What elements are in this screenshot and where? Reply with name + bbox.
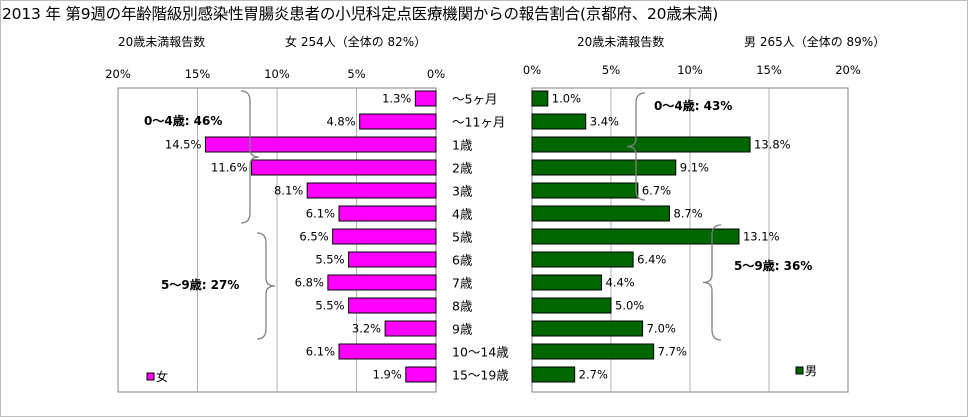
male-data-label: 3.4% xyxy=(590,115,619,129)
male-bar xyxy=(531,136,751,153)
female-x-tick-label: 5% xyxy=(347,67,365,81)
male-brace-0-4 xyxy=(626,92,646,201)
male-data-label: 13.8% xyxy=(754,138,791,152)
female-bar xyxy=(327,274,437,291)
male-x-tick-label: 20% xyxy=(835,63,861,77)
female-data-label: 8.1% xyxy=(274,184,303,198)
female-bar xyxy=(204,136,437,153)
female-legend-swatch xyxy=(146,372,155,381)
female-header-label: 20歳未満報告数 xyxy=(118,35,206,49)
female-brace-5-9 xyxy=(256,232,276,340)
male-x-tick-label: 10% xyxy=(677,63,703,77)
female-data-label: 1.9% xyxy=(373,368,402,382)
female-data-label: 6.5% xyxy=(299,230,328,244)
male-data-label: 7.7% xyxy=(658,345,687,359)
category-label: 1歳 xyxy=(452,138,473,153)
male-data-label: 4.4% xyxy=(606,276,635,290)
female-x-tick-label: 0% xyxy=(427,67,445,81)
male-data-label: 6.4% xyxy=(637,253,666,267)
male-bar xyxy=(531,205,670,222)
male-bar xyxy=(531,251,634,268)
male-data-label: 7.0% xyxy=(647,322,676,336)
male-x-tick-label: 15% xyxy=(756,63,782,77)
female-data-label: 11.6% xyxy=(211,161,248,175)
male-bar xyxy=(531,343,655,360)
male-bracket-label-5-9: 5〜9歳: 36% xyxy=(734,258,812,273)
female-bar xyxy=(414,90,437,107)
female-data-label: 3.2% xyxy=(352,322,381,336)
female-bar xyxy=(338,343,437,360)
female-bar xyxy=(348,251,437,268)
female-data-label: 6.8% xyxy=(295,276,324,290)
female-bar xyxy=(338,205,437,222)
female-data-label: 4.8% xyxy=(326,115,355,129)
category-label: 7歳 xyxy=(452,276,473,291)
male-bar xyxy=(531,90,549,107)
category-label: 6歳 xyxy=(452,253,473,268)
category-label: 〜5ヶ月 xyxy=(452,92,497,107)
female-bracket-label-5-9: 5〜9歳: 27% xyxy=(161,277,239,292)
female-x-tick-label: 15% xyxy=(185,67,211,81)
male-data-label: 1.0% xyxy=(552,92,581,106)
female-bar xyxy=(306,182,437,199)
female-data-label: 5.5% xyxy=(315,299,344,313)
female-bar xyxy=(384,320,437,337)
male-bar xyxy=(531,320,644,337)
male-data-label: 8.7% xyxy=(673,207,702,221)
female-data-label: 6.1% xyxy=(306,207,335,221)
male-x-tick-label: 5% xyxy=(602,63,620,77)
male-legend-swatch xyxy=(795,366,804,375)
male-header-label: 20歳未満報告数 xyxy=(577,35,665,49)
male-bar xyxy=(531,228,740,245)
category-label: 5歳 xyxy=(452,230,473,245)
female-bracket-label-0-4: 0〜4歳: 46% xyxy=(144,113,222,128)
male-bar xyxy=(531,297,612,314)
female-x-tick-label: 10% xyxy=(264,67,290,81)
male-bar xyxy=(531,366,576,383)
male-brace-5-9 xyxy=(702,224,722,341)
male-bracket-label-0-4: 0〜4歳: 43% xyxy=(654,98,732,113)
category-label: 3歳 xyxy=(452,184,473,199)
female-brace-0-4 xyxy=(240,90,260,224)
male-data-label: 2.7% xyxy=(579,368,608,382)
female-data-label: 6.1% xyxy=(306,345,335,359)
male-header-stats: 男 265人（全体の 89%） xyxy=(744,35,886,49)
category-label: 9歳 xyxy=(452,322,473,337)
category-label: 8歳 xyxy=(452,299,473,314)
female-legend-label: 女 xyxy=(156,369,168,384)
male-data-label: 6.7% xyxy=(642,184,671,198)
male-bar xyxy=(531,274,603,291)
female-bar xyxy=(251,159,437,176)
male-legend-label: 男 xyxy=(805,364,817,378)
male-data-label: 13.1% xyxy=(743,230,780,244)
male-x-tick-label: 0% xyxy=(523,63,541,77)
category-label: 2歳 xyxy=(452,161,473,176)
male-bar xyxy=(531,182,639,199)
female-bar xyxy=(348,297,437,314)
female-x-tick-label: 20% xyxy=(105,67,131,81)
male-data-label: 9.1% xyxy=(680,161,709,175)
category-label: 〜11ヶ月 xyxy=(452,115,505,130)
category-label: 15〜19歳 xyxy=(452,368,509,383)
female-header-stats: 女 254人（全体の 82%） xyxy=(285,35,427,49)
category-label: 10〜14歳 xyxy=(452,345,509,360)
female-bar xyxy=(332,228,437,245)
female-data-label: 14.5% xyxy=(165,138,202,152)
female-bar xyxy=(405,366,437,383)
male-bar xyxy=(531,159,677,176)
male-data-label: 5.0% xyxy=(615,299,644,313)
female-data-label: 5.5% xyxy=(315,253,344,267)
category-label: 4歳 xyxy=(452,207,473,222)
chart-title: 2013 年 第9週の年齢階級別感染性胃腸炎患者の小児科定点医療機関からの報告割… xyxy=(2,5,719,23)
female-data-label: 1.3% xyxy=(382,92,411,106)
female-bar xyxy=(359,113,437,130)
male-bar xyxy=(531,113,587,130)
